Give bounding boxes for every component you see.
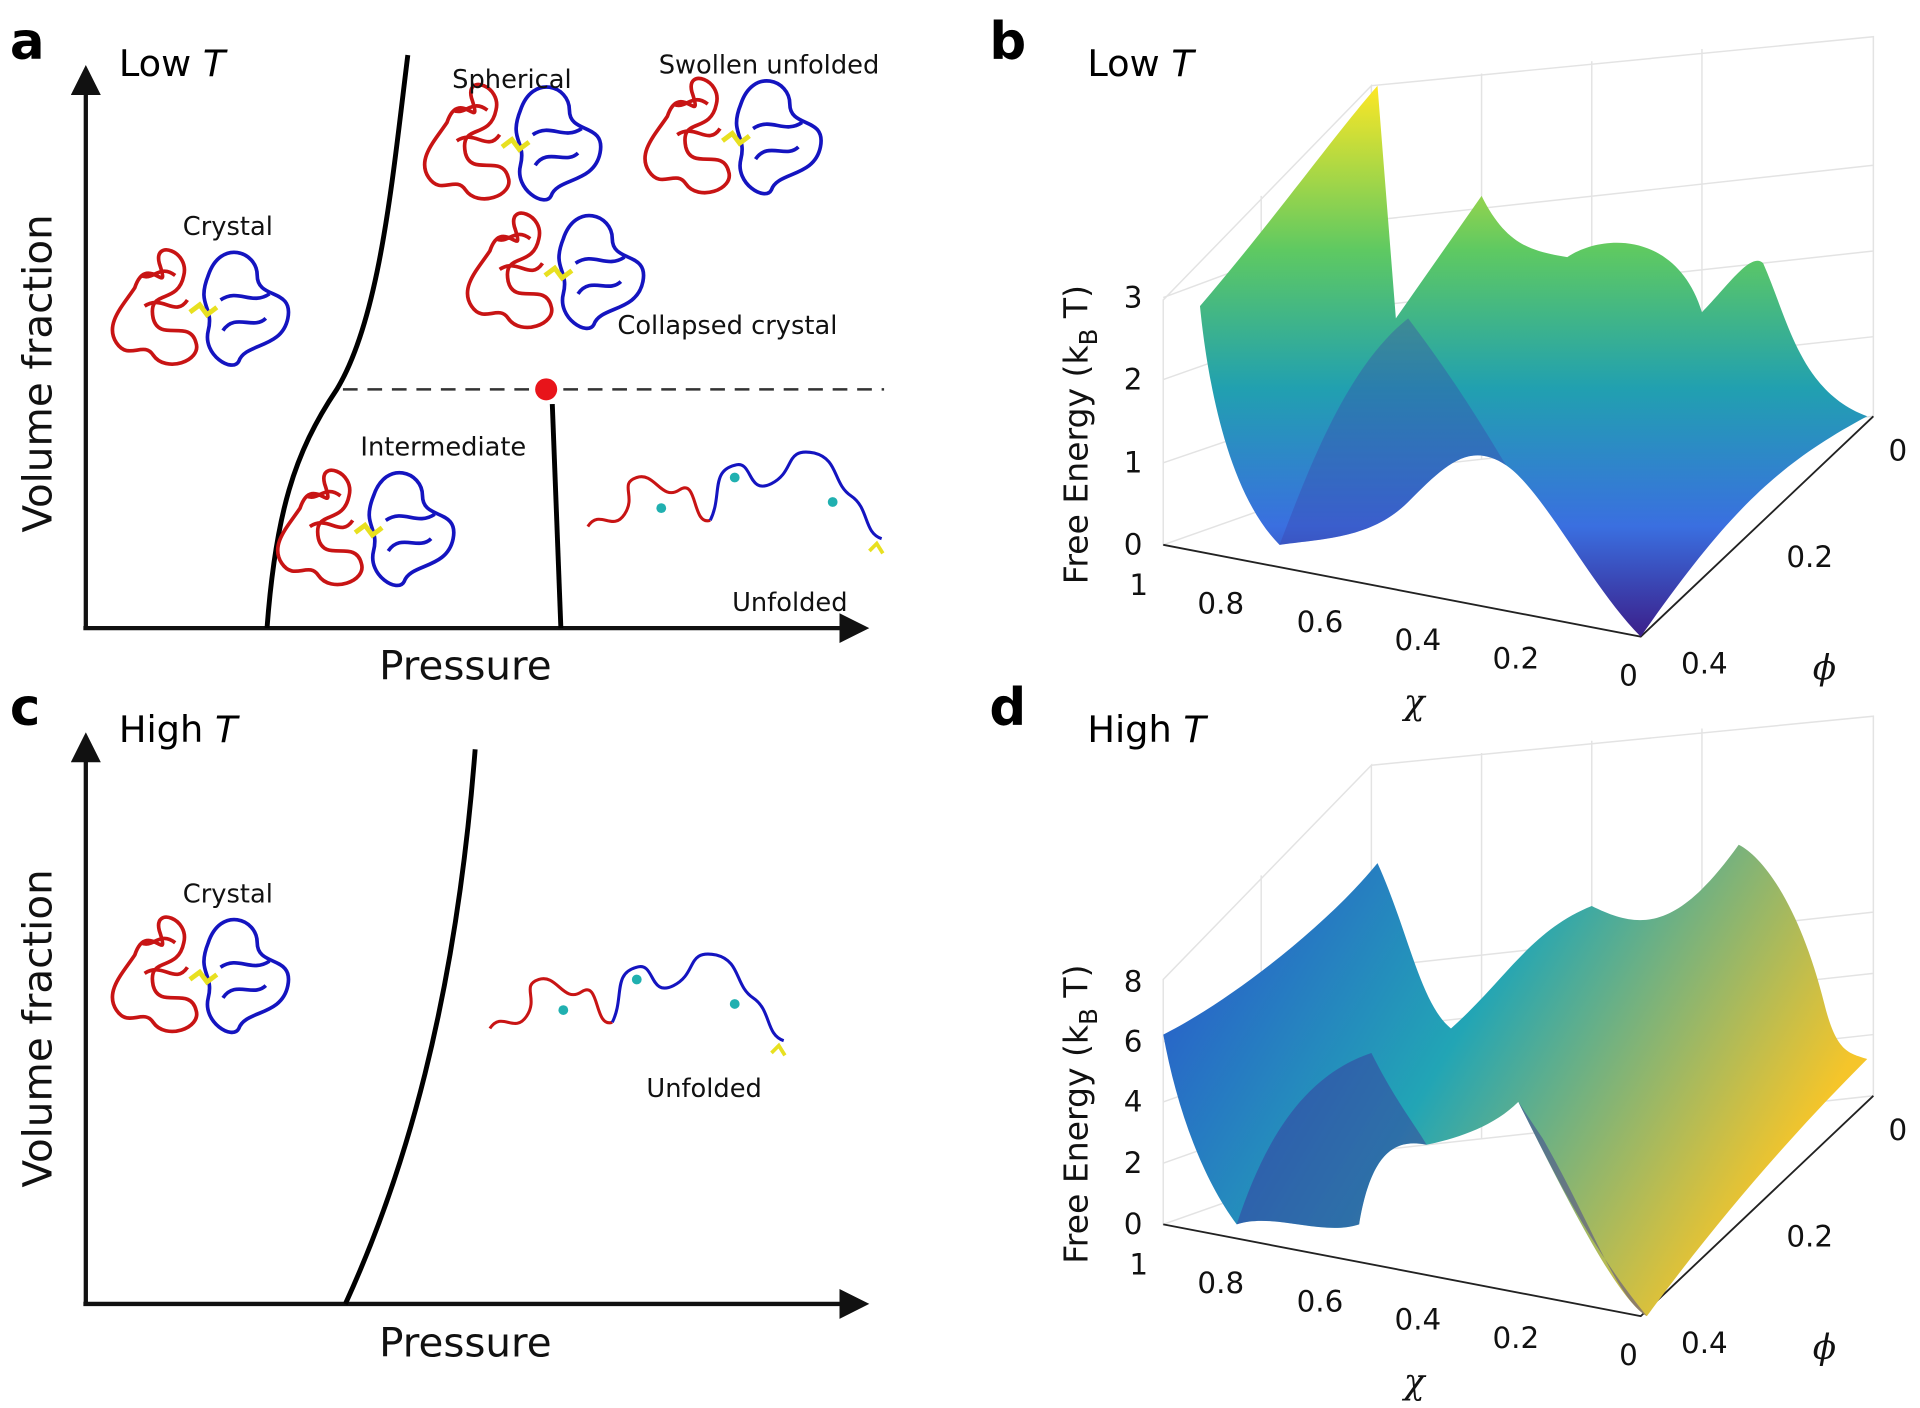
x-tick-label: 1 xyxy=(1129,568,1148,602)
panel-letter: a xyxy=(10,12,45,72)
panel-title: High T xyxy=(1087,708,1208,751)
x-tick-label: 0.4 xyxy=(1395,623,1442,657)
protein xyxy=(278,470,454,585)
z-tick-label: 0 xyxy=(1124,1207,1143,1241)
y-axis-label: ϕ xyxy=(1813,1328,1836,1368)
protein xyxy=(112,250,288,365)
title-var: T xyxy=(1171,42,1196,85)
y-axis-label: Volume fraction xyxy=(14,869,62,1187)
label-sub: B xyxy=(1074,329,1103,346)
z-tick-label: 3 xyxy=(1124,280,1143,314)
label-text: Free Energy (k xyxy=(1056,1024,1095,1264)
panel-title: Low T xyxy=(119,42,228,85)
label-text: T) xyxy=(1056,965,1095,1009)
title-var: T xyxy=(1183,708,1208,751)
y-tick-label: 0 xyxy=(1888,433,1907,467)
protein xyxy=(488,952,787,1058)
title-text: High xyxy=(119,708,203,751)
z-tick-label: 4 xyxy=(1124,1085,1143,1119)
x-axis-label: χ xyxy=(1402,1362,1427,1402)
critical-point xyxy=(535,378,558,401)
panel-title: High T xyxy=(119,708,240,751)
title-var: T xyxy=(215,708,240,751)
state-label: Intermediate xyxy=(360,432,526,462)
label-sub: B xyxy=(1074,1008,1103,1025)
x-axis-label: χ xyxy=(1402,683,1427,723)
state-label: Swollen unfolded xyxy=(659,50,880,80)
panel-letter: c xyxy=(10,678,40,738)
y-axis-label: Volume fraction xyxy=(14,214,62,532)
state-label: Collapsed crystal xyxy=(617,311,837,341)
surface xyxy=(1163,844,1868,1317)
title-text: Low xyxy=(1087,42,1159,85)
x-axis-label: Pressure xyxy=(379,642,551,690)
z-tick-label: 2 xyxy=(1124,362,1143,396)
phase-boundary xyxy=(264,54,411,629)
x-tick-label: 0.4 xyxy=(1395,1303,1442,1337)
title-var: T xyxy=(203,42,228,85)
x-tick-label: 0 xyxy=(1619,1338,1638,1372)
y-tick-label: 0 xyxy=(1888,1113,1907,1147)
x-tick-label: 1 xyxy=(1129,1248,1148,1282)
z-tick-label: 6 xyxy=(1124,1025,1143,1059)
x-tick-label: 0 xyxy=(1619,659,1638,693)
title-text: Low xyxy=(119,42,191,85)
x-tick-label: 0.8 xyxy=(1197,1266,1244,1300)
x-tick-label: 0.6 xyxy=(1297,605,1344,639)
y-axis-label: ϕ xyxy=(1813,649,1836,689)
y-tick-label: 0.4 xyxy=(1681,1326,1728,1360)
z-tick-label: 1 xyxy=(1124,446,1143,480)
panel-letter: d xyxy=(989,678,1026,738)
state-label: Spherical xyxy=(452,65,571,95)
protein xyxy=(112,917,288,1032)
state-label: Crystal xyxy=(183,212,273,242)
phase-boundary xyxy=(343,749,478,1305)
x-tick-label: 0.2 xyxy=(1492,641,1539,675)
x-tick-label: 0.8 xyxy=(1197,586,1244,620)
protein xyxy=(645,78,821,193)
x-axis-label: Pressure xyxy=(379,1319,551,1367)
panel-letter: b xyxy=(989,12,1026,72)
z-axis-label: Free Energy (kB T) xyxy=(1056,285,1103,584)
x-tick-label: 0.2 xyxy=(1492,1321,1539,1355)
state-label: Unfolded xyxy=(732,588,847,618)
title-text: High xyxy=(1087,708,1171,751)
protein xyxy=(585,450,885,556)
z-tick-label: 0 xyxy=(1124,528,1143,562)
z-tick-label: 8 xyxy=(1124,965,1143,999)
x-tick-label: 0.6 xyxy=(1297,1284,1344,1318)
surface-shade xyxy=(1279,318,1507,545)
y-tick-label: 0.2 xyxy=(1786,1219,1833,1253)
z-axis-label: Free Energy (kB T) xyxy=(1056,965,1103,1264)
surface-shade xyxy=(1236,1052,1647,1317)
y-tick-label: 0.4 xyxy=(1681,646,1728,680)
y-tick-label: 0.2 xyxy=(1786,540,1833,574)
protein xyxy=(425,85,601,200)
label-text: Free Energy (k xyxy=(1056,345,1095,585)
state-label: Unfolded xyxy=(646,1074,761,1104)
z-tick-label: 2 xyxy=(1124,1146,1143,1180)
state-label: Crystal xyxy=(183,879,273,909)
panel-title: Low T xyxy=(1087,42,1196,85)
phase-boundary xyxy=(549,403,564,629)
label-text: T) xyxy=(1056,285,1095,329)
surface xyxy=(1199,85,1868,637)
